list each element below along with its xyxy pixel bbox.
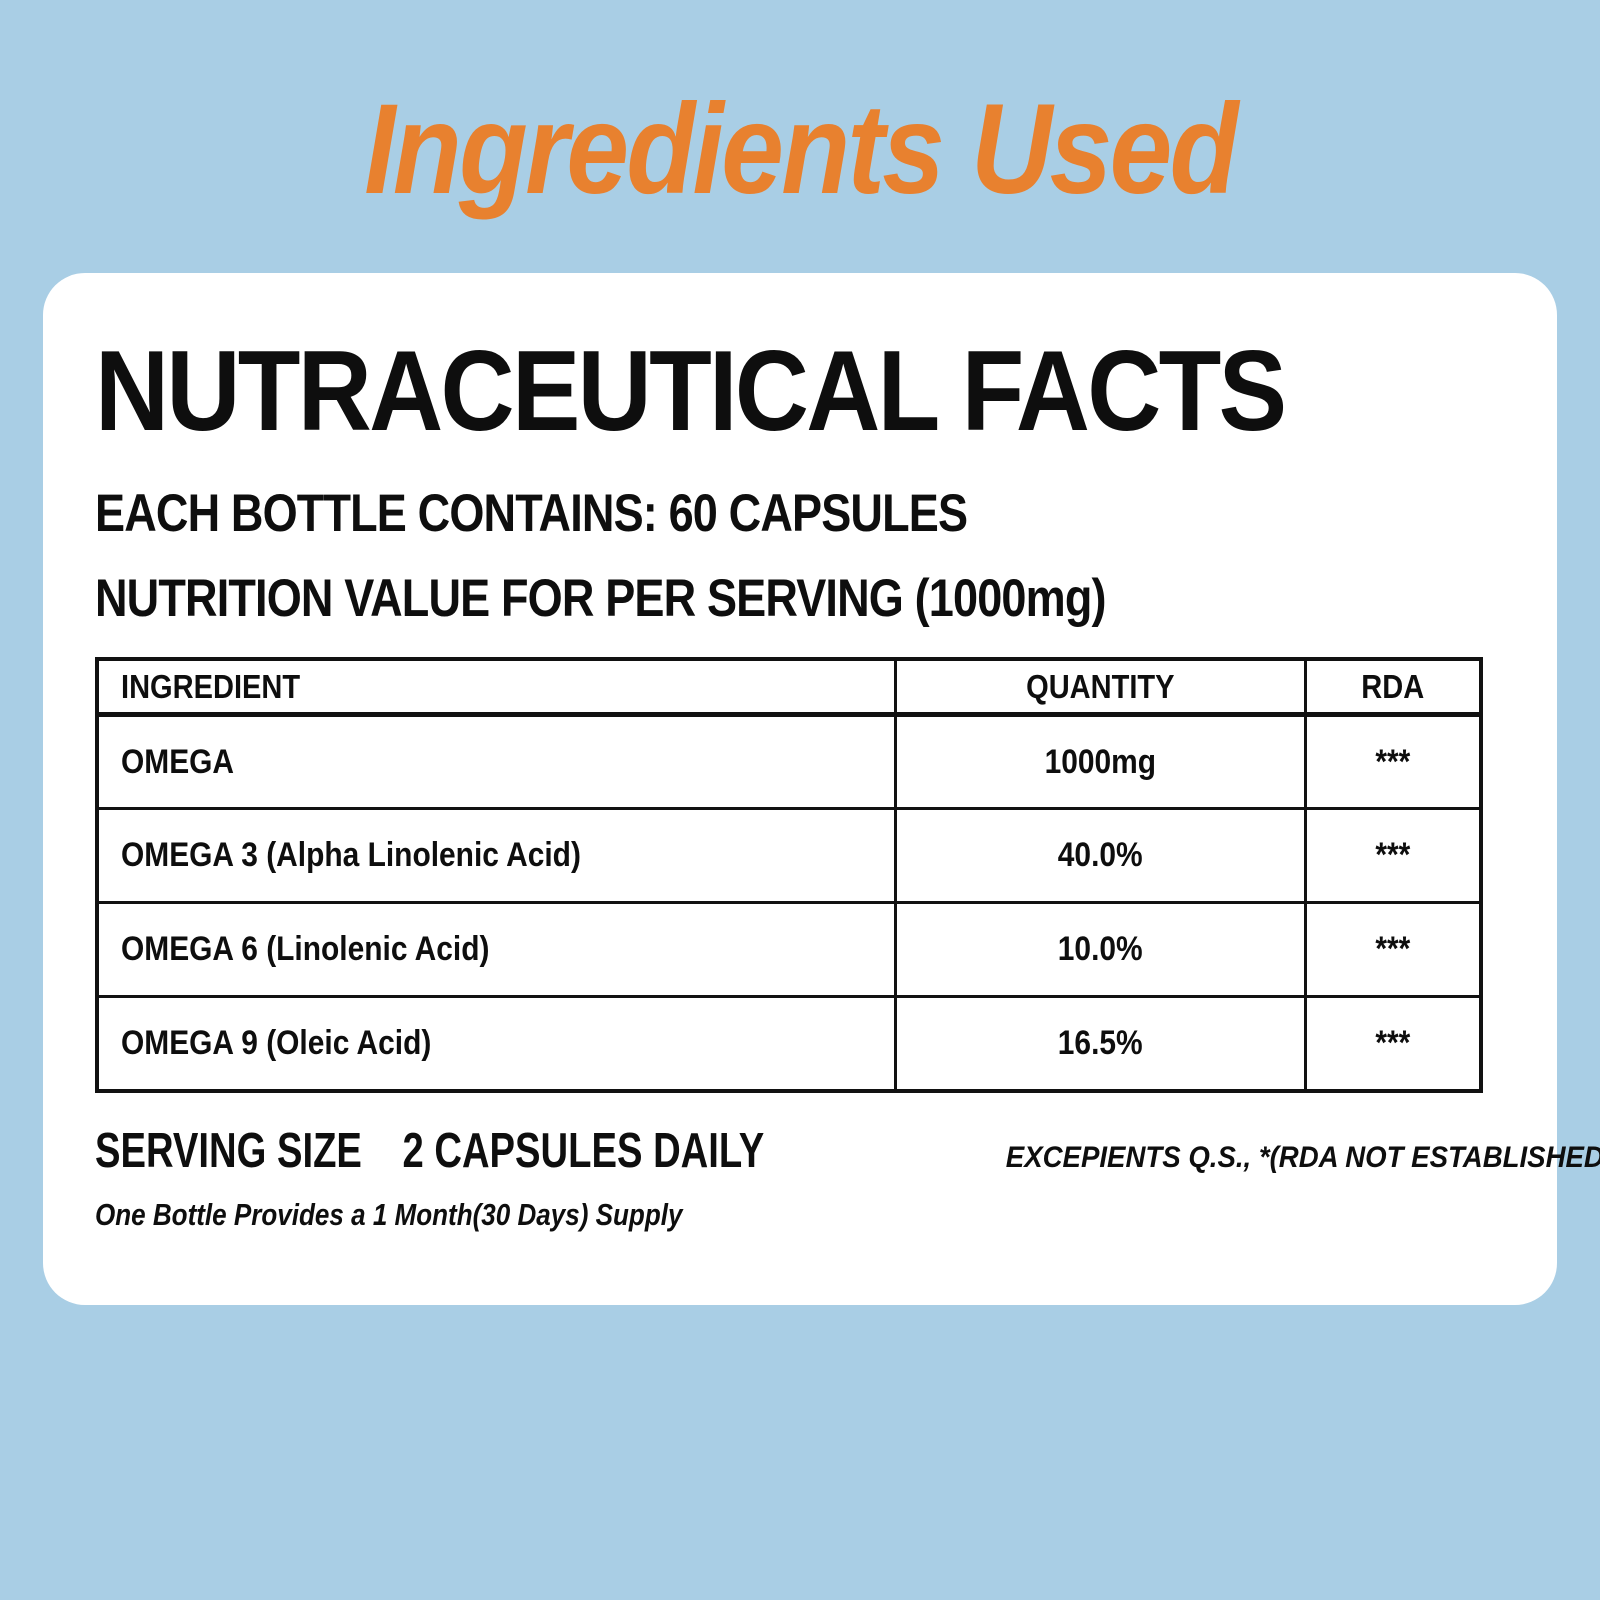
supply-note: One Bottle Provides a 1 Month(30 Days) S… bbox=[95, 1196, 683, 1232]
serving-size-value: 2 CAPSULES DAILY bbox=[402, 1123, 765, 1178]
rda-cell: *** bbox=[1303, 901, 1483, 999]
column-header-quantity: QUANTITY bbox=[894, 657, 1307, 718]
quantity-value: 16.5% bbox=[1057, 1024, 1143, 1063]
ingredient-cell: OMEGA 3 (Alpha Linolenic Acid) bbox=[95, 807, 898, 905]
table-header-row: INGREDIENT QUANTITY RDA bbox=[95, 657, 1483, 718]
rda-value: *** bbox=[1375, 1024, 1411, 1063]
ingredient-cell: OMEGA 6 (Linolenic Acid) bbox=[95, 901, 898, 999]
quantity-value: 1000mg bbox=[1044, 742, 1157, 781]
rda-cell: *** bbox=[1303, 807, 1483, 905]
quantity-cell: 40.0% bbox=[894, 807, 1307, 905]
quantity-cell: 16.5% bbox=[894, 995, 1307, 1093]
table-row: OMEGA 3 (Alpha Linolenic Acid) 40.0% *** bbox=[95, 807, 1483, 905]
quantity-cell: 1000mg bbox=[894, 713, 1307, 811]
table-row: OMEGA 9 (Oleic Acid) 16.5% *** bbox=[95, 995, 1483, 1093]
column-header-ingredient-label: INGREDIENT bbox=[121, 667, 301, 705]
excipients-note: EXCEPIENTS Q.S., *(RDA NOT ESTABLISHED) bbox=[1005, 1140, 1600, 1174]
rda-cell: *** bbox=[1303, 995, 1483, 1093]
ingredient-name: OMEGA 9 (Oleic Acid) bbox=[121, 1024, 432, 1063]
ingredient-name: OMEGA 6 (Linolenic Acid) bbox=[121, 930, 490, 969]
rda-cell: *** bbox=[1303, 713, 1483, 811]
quantity-value: 40.0% bbox=[1057, 836, 1143, 875]
quantity-cell: 10.0% bbox=[894, 901, 1307, 999]
table-row: OMEGA 1000mg *** bbox=[95, 713, 1483, 811]
bottle-contents-line: EACH BOTTLE CONTAINS: 60 CAPSULES bbox=[95, 483, 968, 543]
rda-value: *** bbox=[1375, 836, 1411, 875]
nutraceutical-facts-card: NUTRACEUTICAL FACTS EACH BOTTLE CONTAINS… bbox=[43, 272, 1600, 1305]
facts-heading: NUTRACEUTICAL FACTS bbox=[95, 327, 1287, 455]
ingredients-table: INGREDIENT QUANTITY RDA OMEGA 10 bbox=[95, 656, 1483, 1093]
serving-size-line: SERVING SIZE 2 CAPSULES DAILY bbox=[95, 1123, 765, 1179]
column-header-rda-label: RDA bbox=[1361, 667, 1425, 705]
rda-value: *** bbox=[1375, 742, 1411, 781]
column-header-ingredient: INGREDIENT bbox=[95, 657, 898, 718]
page-title: Ingredients Used bbox=[364, 78, 1238, 221]
ingredient-cell: OMEGA bbox=[95, 713, 898, 811]
serving-size-label: SERVING SIZE bbox=[95, 1123, 362, 1178]
ingredient-name: OMEGA 3 (Alpha Linolenic Acid) bbox=[121, 836, 581, 875]
ingredient-name: OMEGA bbox=[121, 742, 235, 781]
column-header-quantity-label: QUANTITY bbox=[1026, 667, 1175, 705]
rda-value: *** bbox=[1375, 930, 1411, 969]
column-header-rda: RDA bbox=[1303, 657, 1483, 718]
quantity-value: 10.0% bbox=[1057, 930, 1143, 969]
ingredient-cell: OMEGA 9 (Oleic Acid) bbox=[95, 995, 898, 1093]
table-row: OMEGA 6 (Linolenic Acid) 10.0% *** bbox=[95, 901, 1483, 999]
nutrition-value-line: NUTRITION VALUE FOR PER SERVING (1000mg) bbox=[95, 568, 1107, 628]
serving-info-row: SERVING SIZE 2 CAPSULES DAILY EXCEPIENTS… bbox=[95, 1123, 1600, 1179]
